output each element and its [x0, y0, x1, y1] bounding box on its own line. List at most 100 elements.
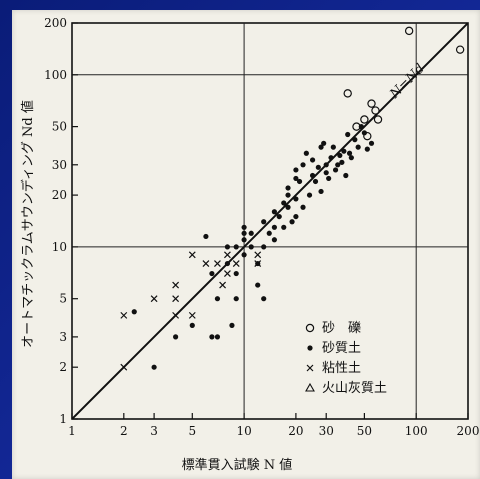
gravel-point	[343, 89, 352, 98]
sandy-soil-point	[337, 152, 343, 159]
sandy-soil-point	[281, 224, 287, 230]
sandy-soil-point	[343, 172, 349, 179]
sandy-soil-point	[300, 162, 306, 168]
sandy-soil-point	[214, 296, 221, 302]
sandy-soil-point	[300, 204, 306, 210]
gravel-point	[404, 26, 414, 36]
sandy-soil-point	[233, 244, 239, 250]
gravel-point	[455, 45, 465, 54]
sandy-soil-point	[321, 140, 327, 146]
clay-soil-point	[172, 281, 180, 289]
gravel-point	[360, 115, 369, 124]
sandy-soil-point	[209, 270, 215, 277]
sandy-soil-point	[332, 167, 339, 173]
sandy-soil-point	[214, 334, 221, 340]
sandy-soil-point	[339, 159, 345, 165]
legend-label: 粘性土	[322, 361, 361, 376]
clay-soil-point	[223, 251, 231, 259]
sandy-soil-point	[361, 130, 367, 136]
legend-label: 砂質土	[322, 341, 361, 356]
clay-soil-point	[254, 260, 262, 268]
sandy-soil-point	[189, 322, 195, 328]
x-tick-label: 2	[120, 424, 128, 438]
y-tick-label: 100	[44, 68, 67, 82]
sandy-soil-point	[271, 224, 278, 230]
sandy-soil-point	[335, 162, 341, 168]
clay-soil-point	[202, 260, 210, 268]
sandy-soil-point	[224, 244, 231, 250]
sandy-soil-point	[285, 204, 291, 210]
sandy-soil-point	[203, 233, 209, 240]
sandy-soil-point	[293, 175, 299, 182]
sandy-soil-point	[348, 155, 354, 161]
sandy-soil-point	[261, 296, 267, 302]
legend-sandy-soil-marker	[307, 345, 313, 351]
clay-soil-point	[232, 260, 240, 268]
x-tick-label: 1	[68, 424, 76, 438]
sandy-soil-point	[285, 192, 291, 198]
sandy-soil-point	[318, 188, 324, 195]
n-equals-nd-line	[72, 23, 468, 419]
legend-label: 砂 礫	[322, 320, 361, 336]
clay-soil-point	[120, 311, 128, 319]
clay-soil-point	[188, 311, 196, 319]
x-axis-label: 標準貫入試験 N 値	[182, 457, 293, 473]
scatter-chart: 1 2 3 5 10 20 30 50 100 200 1 2 3 5 10 20 30 50 100 200 N=…	[20, 16, 479, 473]
sandy-soil-point	[266, 230, 272, 236]
x-axis-ticks: 1 2 3 5 10 20 30 50 100 200	[68, 413, 479, 438]
x-tick-label: 50	[357, 424, 372, 438]
reference-line	[72, 23, 468, 419]
sandy-soil-point	[233, 270, 239, 277]
sandy-soil-point	[318, 144, 324, 150]
x-tick-label: 100	[405, 424, 428, 438]
y-tick-label: 30	[52, 158, 67, 172]
sandy-soil-point	[281, 200, 287, 206]
sandy-soil-point	[151, 364, 157, 370]
sandy-soil-point	[241, 230, 247, 236]
clay-soil-point	[219, 281, 227, 289]
sandy-soil-point	[276, 213, 282, 220]
sandy-soil-point	[328, 155, 334, 161]
legend-volcanic-ash-marker	[305, 382, 315, 392]
clay-soil-point	[120, 363, 128, 371]
sandy-soil-point	[293, 167, 299, 173]
legend-label: 火山灰質土	[322, 381, 387, 396]
sandy-soil-point	[248, 230, 254, 236]
sandy-soil-point	[241, 237, 247, 243]
sandy-soil-point	[293, 213, 299, 220]
clay-soil-point	[150, 295, 158, 303]
sandy-soil-point	[341, 148, 347, 154]
sandy-soil-point	[306, 192, 313, 198]
sandy-soil-point	[131, 309, 137, 315]
sandy-soil-point	[309, 157, 316, 163]
y-tick-label: 2	[59, 360, 67, 374]
sandy-soil-point	[323, 170, 329, 176]
sandy-soil-point	[368, 140, 375, 146]
legend-clay-soil-marker	[306, 364, 314, 372]
sandy-soil-point	[173, 334, 179, 340]
y-tick-label: 5	[59, 292, 67, 306]
sandy-soil-point	[229, 322, 235, 328]
x-tick-label: 200	[457, 424, 480, 438]
y-tick-label: 3	[59, 330, 67, 344]
sandy-soil-point	[233, 296, 239, 302]
clay-soil-point	[188, 251, 196, 259]
clay-soil-point	[254, 251, 262, 259]
clay-soil-point	[223, 270, 231, 277]
clay-soil-point	[172, 311, 180, 319]
y-tick-label: 10	[52, 240, 67, 254]
grid-lines	[72, 23, 468, 419]
sandy-soil-point	[285, 185, 291, 191]
sandy-soil-point	[358, 124, 364, 130]
y-tick-label: 50	[52, 120, 67, 134]
sandy-soil-point	[209, 334, 215, 340]
y-axis-label: オートマチックラムサウンディング Nd 値	[20, 100, 36, 348]
sandy-soil-point	[241, 224, 247, 230]
clay-soil-point	[172, 295, 180, 303]
sandy-soil-point	[352, 137, 358, 143]
sandy-soil-point	[326, 175, 332, 182]
sandy-soil-point	[346, 150, 353, 156]
x-tick-label: 5	[188, 424, 196, 438]
sandy-soil-point	[330, 144, 336, 150]
